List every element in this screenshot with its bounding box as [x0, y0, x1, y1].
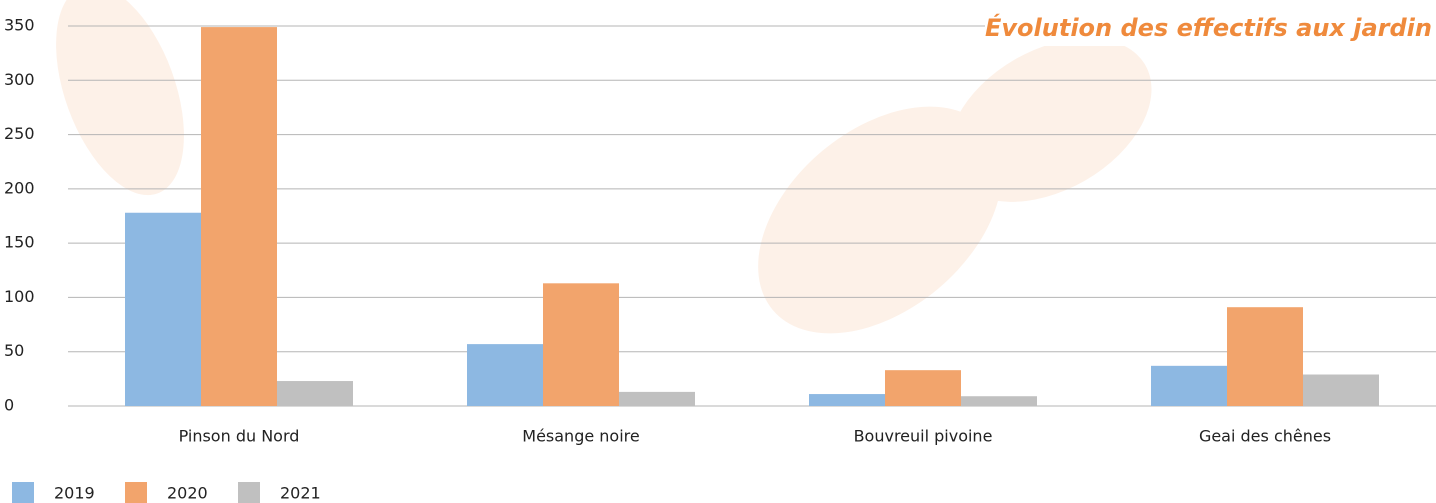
bar — [543, 283, 619, 406]
y-tick-label: 150 — [4, 233, 35, 252]
bar — [961, 396, 1037, 406]
legend-label: 2020 — [167, 484, 208, 503]
y-tick-label: 50 — [4, 341, 24, 360]
bar — [1151, 366, 1227, 406]
legend-label: 2019 — [54, 484, 95, 503]
x-tick-label: Mésange noire — [522, 427, 639, 446]
legend-swatch — [12, 482, 34, 503]
y-tick-label: 0 — [4, 396, 14, 415]
chart: 0 50 100 150 200 250 300 350 Pinson du Nord Mésan… — [0, 0, 1436, 503]
x-tick-label: Geai des chênes — [1199, 427, 1331, 446]
bar — [277, 381, 353, 406]
bar — [885, 370, 961, 406]
y-tick-label: 350 — [4, 16, 35, 35]
y-tick-label: 300 — [4, 70, 35, 89]
bar — [201, 27, 277, 406]
legend-swatch — [238, 482, 260, 503]
y-tick-label: 100 — [4, 287, 35, 306]
bar — [1227, 307, 1303, 406]
x-tick-label: Bouvreuil pivoine — [854, 427, 993, 446]
bar — [1303, 375, 1379, 406]
y-tick-label: 250 — [4, 124, 35, 143]
y-tick-label: 200 — [4, 178, 35, 197]
legend-label: 2021 — [280, 484, 321, 503]
bar — [809, 394, 885, 406]
bar — [467, 344, 543, 406]
legend-swatch — [125, 482, 147, 503]
bar — [125, 213, 201, 406]
chart-title: Évolution des effectifs aux jardin — [985, 13, 1432, 42]
x-tick-label: Pinson du Nord — [179, 427, 300, 446]
bar — [619, 392, 695, 406]
